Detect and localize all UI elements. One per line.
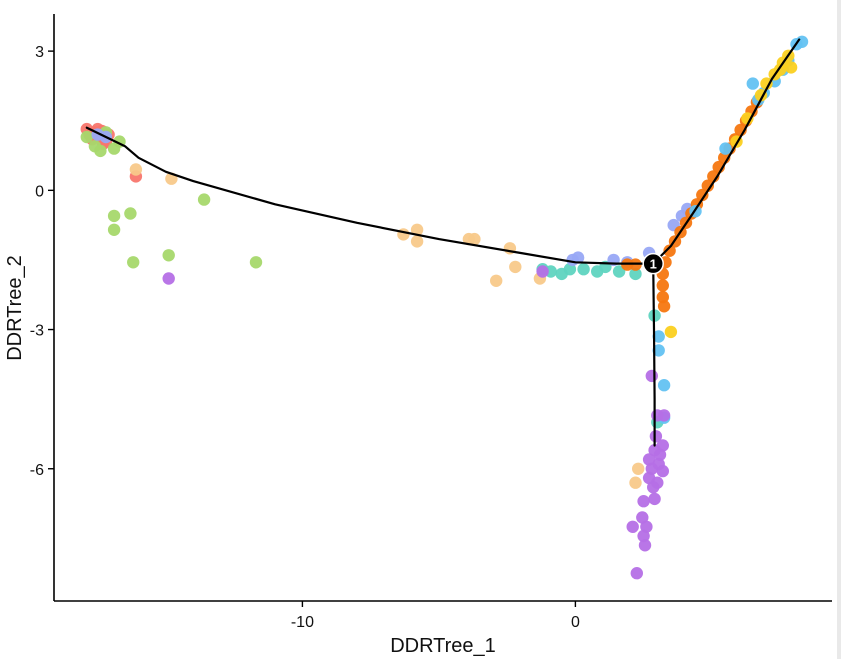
y-tick-label: -6 xyxy=(30,462,44,479)
data-point xyxy=(637,529,650,543)
trajectory-lower-branch xyxy=(652,262,656,447)
axis-ticks: -10 0 3 0 -3 -6 xyxy=(30,44,580,631)
data-point xyxy=(696,188,709,202)
data-point xyxy=(162,249,175,262)
branch-point-label: 1 xyxy=(650,257,657,272)
trajectory-tree xyxy=(85,38,801,447)
data-point xyxy=(760,77,773,90)
data-point xyxy=(746,77,759,90)
series-cluster-9 xyxy=(162,265,671,580)
series-cluster-4 xyxy=(536,260,664,429)
data-point xyxy=(162,272,175,285)
branch-point-marker: 1 xyxy=(642,252,664,275)
data-point xyxy=(719,142,732,155)
data-point xyxy=(612,265,626,278)
data-point xyxy=(638,539,652,552)
scatter-points xyxy=(80,35,809,580)
data-point xyxy=(784,61,798,74)
series-cluster-8 xyxy=(664,49,798,339)
data-point xyxy=(490,274,503,287)
data-point xyxy=(630,567,643,580)
data-point xyxy=(656,290,669,304)
series-cluster-5 xyxy=(91,128,694,269)
data-point xyxy=(632,462,645,475)
x-tick-label: -10 xyxy=(291,614,314,631)
data-point xyxy=(629,476,642,489)
data-point xyxy=(741,112,754,125)
x-tick-label: 0 xyxy=(571,614,580,631)
data-point xyxy=(410,223,424,236)
branch-point-circle xyxy=(642,252,664,275)
data-point xyxy=(645,369,658,383)
data-point xyxy=(629,267,642,281)
data-point xyxy=(657,300,671,313)
data-point xyxy=(626,520,639,533)
data-point xyxy=(536,265,549,278)
data-point xyxy=(656,464,669,478)
data-point xyxy=(637,495,650,508)
data-point xyxy=(468,232,481,246)
data-point xyxy=(107,223,121,236)
data-point xyxy=(563,263,577,276)
x-axis-title: DDRTree_1 xyxy=(390,635,496,657)
data-point xyxy=(652,344,665,357)
data-point xyxy=(80,130,94,144)
axes xyxy=(53,14,832,602)
data-point xyxy=(107,209,121,223)
data-point xyxy=(657,409,671,422)
data-point xyxy=(656,279,669,292)
data-point xyxy=(664,325,678,339)
y-tick-label: 0 xyxy=(35,183,44,200)
data-point xyxy=(649,430,663,443)
data-point xyxy=(124,207,137,220)
data-point xyxy=(94,144,107,158)
data-point xyxy=(127,256,140,269)
data-point xyxy=(129,163,143,176)
data-point xyxy=(653,448,667,461)
trajectory-upper-branch xyxy=(652,38,801,265)
data-point xyxy=(663,244,676,257)
window-edge xyxy=(837,0,841,659)
data-point xyxy=(571,251,585,264)
series-cluster-3 xyxy=(129,163,645,489)
data-point xyxy=(197,193,211,206)
data-point xyxy=(509,260,522,274)
data-point xyxy=(642,453,656,466)
data-point xyxy=(652,330,665,343)
data-point xyxy=(648,492,661,506)
data-point xyxy=(701,179,714,192)
series-cluster-2 xyxy=(80,126,263,269)
data-point xyxy=(577,263,590,276)
data-point xyxy=(410,235,424,248)
y-tick-label: -3 xyxy=(30,323,44,340)
data-point xyxy=(636,511,649,524)
data-point xyxy=(647,481,660,494)
data-point xyxy=(249,256,263,269)
y-axis-title: DDRTree_2 xyxy=(4,255,26,361)
series-cluster-6 xyxy=(621,96,764,313)
trajectory-main-path xyxy=(85,126,655,265)
y-tick-label: 3 xyxy=(35,44,44,61)
data-point xyxy=(657,379,671,392)
